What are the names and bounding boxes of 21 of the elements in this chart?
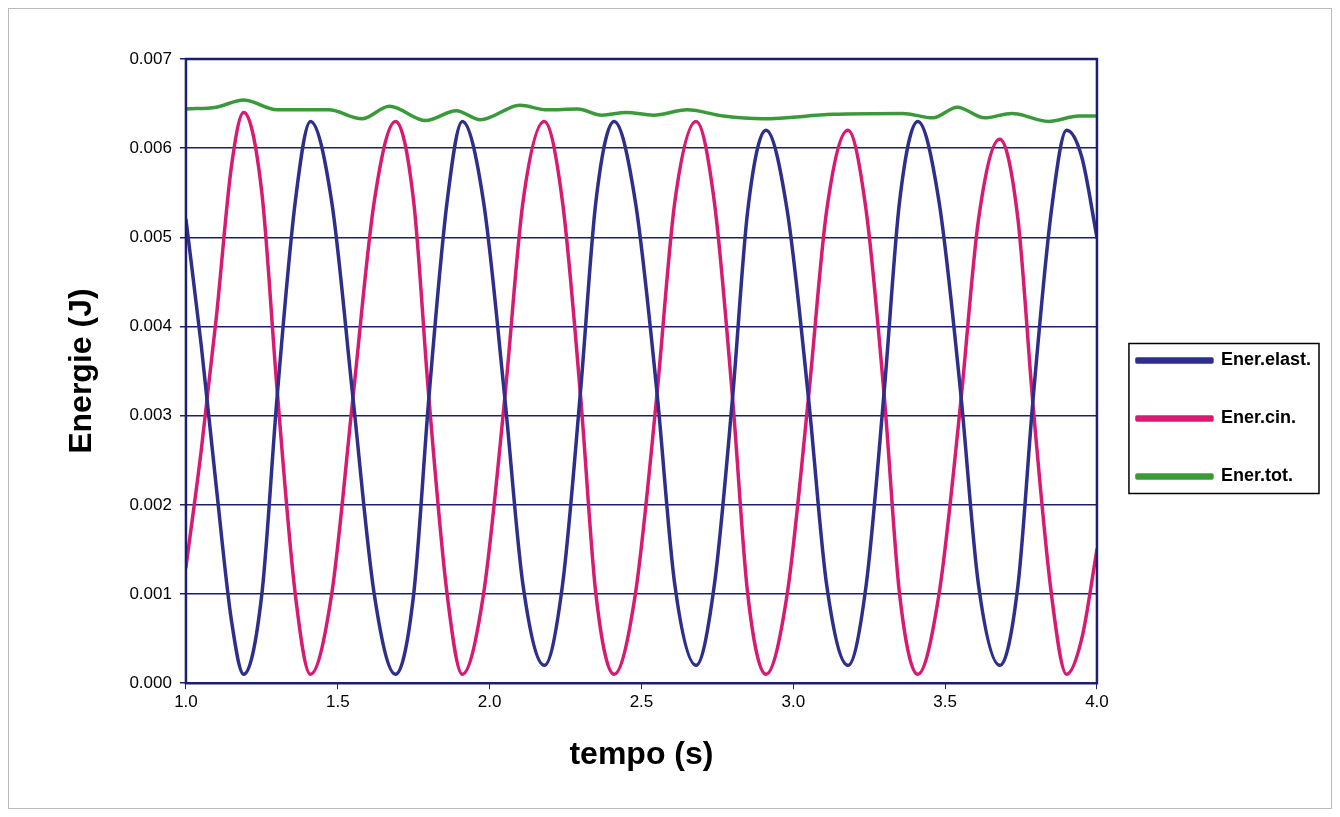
y-tick-label: 0.005 — [129, 227, 172, 247]
y-tick-label: 0.002 — [129, 494, 172, 514]
x-tick-label: 2.5 — [629, 692, 654, 712]
x-tick-label: 3.5 — [933, 692, 957, 712]
x-tick-label: 3.0 — [781, 692, 806, 712]
y-tick-label: 0.006 — [129, 137, 172, 157]
x-tick-label: 4.0 — [1085, 692, 1109, 712]
x-tick-label: 2.0 — [477, 692, 502, 712]
legend-label: Ener.cin. — [1220, 407, 1296, 428]
y-tick-label: 0.003 — [129, 405, 172, 425]
y-tick-label: 0.004 — [129, 316, 172, 336]
x-axis-title: tempo (s) — [569, 734, 714, 771]
line-series — [185, 98, 1097, 124]
y-tick-label: 0.000 — [129, 672, 172, 692]
x-tick-label: 1.5 — [325, 692, 350, 712]
legend-label: Ener.tot. — [1220, 465, 1293, 486]
x-tick-label: 1.0 — [174, 692, 198, 712]
y-tick-label: 0.001 — [129, 583, 172, 603]
y-axis-title: Energie (J) — [62, 288, 99, 454]
y-tick-label: 0.007 — [129, 48, 172, 68]
legend-label: Ener.elast. — [1220, 349, 1312, 370]
